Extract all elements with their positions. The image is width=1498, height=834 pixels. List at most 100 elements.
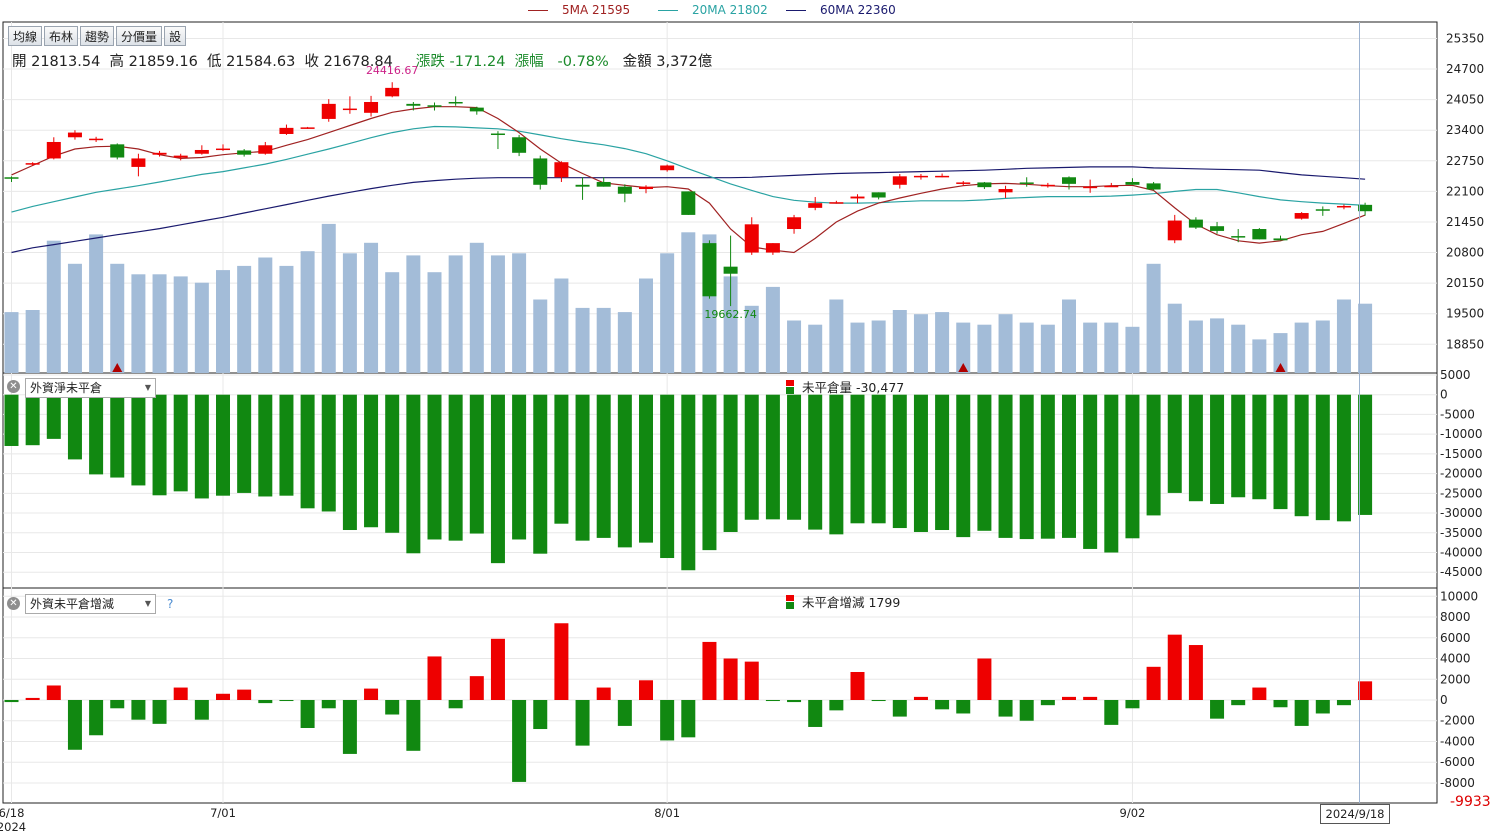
date-tick-label: 6/18 bbox=[0, 806, 24, 820]
oi-bar bbox=[554, 394, 569, 524]
oi-bar bbox=[787, 394, 802, 520]
trend-button[interactable]: 趨勢 bbox=[80, 26, 115, 46]
close-panel3-icon[interactable]: ✕ bbox=[7, 597, 20, 610]
volume-bar bbox=[364, 242, 379, 373]
oi-bar bbox=[1273, 394, 1288, 510]
volume-bar bbox=[765, 286, 780, 373]
price-tick-label: 20150 bbox=[1446, 276, 1484, 290]
price-tick-label: 22750 bbox=[1446, 154, 1484, 168]
low-annotation: 19662.74 bbox=[704, 308, 757, 321]
oi-change-bar bbox=[1188, 645, 1203, 700]
volume-bar bbox=[1315, 320, 1330, 373]
candle-body bbox=[512, 137, 527, 153]
oi-change-tick-label: -6000 bbox=[1440, 755, 1475, 769]
oi-bar bbox=[110, 394, 125, 478]
volume-bar bbox=[512, 253, 527, 373]
candle-body bbox=[279, 127, 294, 134]
oi-bar bbox=[744, 394, 759, 520]
panel3-indicator-select[interactable]: 外資未平倉增減 ▼ bbox=[25, 594, 156, 614]
oi-change-tick-label: -4000 bbox=[1440, 734, 1475, 748]
volume-bar bbox=[258, 257, 273, 373]
oi-bar bbox=[131, 394, 146, 486]
volume-bar bbox=[744, 305, 759, 373]
oi-bar bbox=[765, 394, 780, 520]
chevron-down-icon: ▼ bbox=[144, 383, 151, 392]
oi-change-bar bbox=[1315, 699, 1330, 714]
change-pct-label: 漲幅 bbox=[514, 54, 544, 70]
volume-bar bbox=[1104, 322, 1119, 373]
candle-body bbox=[1358, 204, 1373, 212]
triangle-marker bbox=[1275, 363, 1286, 372]
oi-bar bbox=[808, 394, 823, 530]
panel2-indicator-select[interactable]: 外資淨未平倉 ▼ bbox=[25, 378, 156, 398]
volume-bar bbox=[639, 278, 653, 373]
oi-bar bbox=[1188, 394, 1203, 502]
volume-bar bbox=[1273, 333, 1288, 373]
axis-labels: 18850 19500 20150 20800 21450 22100 22750 23400… bbox=[0, 31, 1484, 834]
volume-bar bbox=[1336, 299, 1351, 373]
oi-bar bbox=[1336, 394, 1351, 522]
candle-body bbox=[1019, 182, 1034, 184]
candle-body bbox=[1125, 181, 1140, 185]
oi-change-bar bbox=[237, 689, 252, 700]
oi-tick-label: -15000 bbox=[1440, 447, 1483, 461]
candle-body bbox=[1146, 183, 1161, 190]
price-tick-label: 25350 bbox=[1446, 31, 1484, 45]
bollinger-button[interactable]: 布林 bbox=[44, 26, 79, 46]
price-tick-label: 22100 bbox=[1446, 184, 1484, 198]
ma-button[interactable]: 均線 bbox=[8, 26, 43, 46]
candle-body bbox=[173, 155, 188, 158]
candle-body bbox=[1273, 238, 1288, 241]
panel-frames bbox=[2, 21, 1438, 804]
oi-change-bar bbox=[765, 699, 780, 702]
oi-bar bbox=[89, 394, 104, 475]
oi-bar bbox=[46, 394, 61, 439]
oi-bar bbox=[1358, 394, 1373, 515]
oi-change-bar bbox=[89, 699, 104, 736]
volume-profile-button[interactable]: 分價量 bbox=[116, 26, 163, 46]
volume-bar bbox=[152, 274, 167, 373]
panel3-select-value: 外資未平倉增減 bbox=[30, 597, 115, 611]
change-pct-value: -0.78% bbox=[557, 54, 609, 70]
legend-ma5: 5MA 21595 bbox=[528, 3, 630, 17]
oi-bar bbox=[279, 394, 294, 496]
volume-bar bbox=[533, 299, 548, 373]
candle-body bbox=[1188, 219, 1203, 228]
volume-bar bbox=[596, 307, 611, 373]
oi-change-bar bbox=[1358, 681, 1373, 700]
oi-change-bar bbox=[956, 699, 971, 714]
help-icon[interactable]: ? bbox=[167, 597, 174, 611]
oi-change-bar bbox=[469, 676, 484, 700]
oi-bar bbox=[935, 394, 950, 531]
panel3-series-text: 未平倉增減 1799 bbox=[802, 595, 901, 610]
oi-bar bbox=[469, 394, 484, 534]
amount-value: 金額 3,372億 bbox=[622, 54, 713, 70]
candle-body bbox=[490, 133, 505, 136]
candle-body bbox=[850, 196, 865, 199]
ma60-legend-swatch bbox=[786, 10, 806, 11]
oi-tick-label: 5000 bbox=[1440, 368, 1471, 382]
date-readout: 2024/9/18 bbox=[1320, 804, 1390, 824]
oi-bar bbox=[913, 394, 928, 532]
oi-change-bar bbox=[152, 699, 167, 724]
oi-change-bar bbox=[216, 693, 230, 700]
oi-bar bbox=[1062, 394, 1076, 538]
oi-change-bar bbox=[723, 658, 738, 700]
oi-bar bbox=[385, 394, 400, 533]
candle-body bbox=[829, 202, 844, 204]
candle-body bbox=[617, 186, 632, 194]
oi-change-bar bbox=[744, 661, 759, 700]
candle-body bbox=[110, 144, 125, 158]
oi-change-bar bbox=[1210, 699, 1225, 719]
volume-bar bbox=[1167, 303, 1182, 373]
volume-bar bbox=[681, 232, 696, 373]
candle-body bbox=[1231, 236, 1246, 238]
oi-change-tick-label: 8000 bbox=[1440, 610, 1471, 624]
oi-bar bbox=[25, 394, 40, 446]
oi-change-tick-label: 4000 bbox=[1440, 652, 1471, 666]
close-panel2-icon[interactable]: ✕ bbox=[7, 380, 20, 393]
oi-change-bar bbox=[300, 699, 315, 728]
oi-change-bar bbox=[131, 699, 146, 720]
volume-bar bbox=[617, 312, 632, 373]
settings-button[interactable]: 設 bbox=[164, 26, 187, 46]
